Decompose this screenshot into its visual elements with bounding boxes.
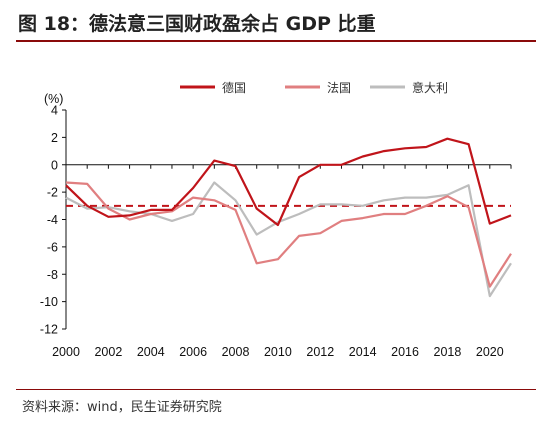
series-line-france	[65, 181, 512, 288]
y-axis-unit-label: (%)	[44, 92, 63, 106]
axes: 4 2 0 -2 -4 -6 -8 -10 -12 2000 2002 2004 2006 2008 201…	[40, 104, 512, 359]
x-tick-label: 2014	[349, 345, 377, 359]
x-tick-label: 2012	[306, 345, 334, 359]
title-divider	[16, 40, 536, 42]
x-tick-label: 2004	[137, 345, 165, 359]
x-tick-label: 2006	[179, 345, 207, 359]
legend-item-germany-label: 德国	[222, 80, 246, 95]
source-divider	[16, 389, 536, 390]
y-tick-label: 4	[51, 104, 58, 118]
x-tick-label: 2008	[222, 345, 250, 359]
series-line-germany	[65, 137, 512, 227]
y-tick-label: 2	[51, 131, 58, 145]
y-tick-label: -2	[47, 186, 58, 200]
x-tick-label: 2020	[476, 345, 504, 359]
x-tick-label: 2016	[391, 345, 419, 359]
chart-title: 图 18：德法意三国财政盈余占 GDP 比重	[18, 13, 376, 35]
y-tick-label: 0	[51, 158, 58, 172]
source-note: 资料来源：wind，民生证券研究院	[22, 400, 222, 415]
y-tick-label: -8	[47, 268, 58, 282]
legend-item-france-label: 法国	[327, 81, 351, 95]
x-tick-label: 2018	[434, 345, 462, 359]
x-tick-label: 2010	[264, 345, 292, 359]
x-tick-label: 2000	[52, 345, 80, 359]
series-group	[65, 137, 512, 298]
legend-item-italy-label: 意大利	[412, 80, 448, 95]
y-tick-label: -12	[40, 323, 58, 337]
y-tick-label: -10	[40, 295, 58, 309]
legend: 德国 法国 意大利	[180, 80, 448, 95]
y-tick-label: -6	[47, 240, 58, 254]
x-tick-label: 2002	[94, 345, 122, 359]
y-tick-label: -4	[47, 213, 58, 227]
